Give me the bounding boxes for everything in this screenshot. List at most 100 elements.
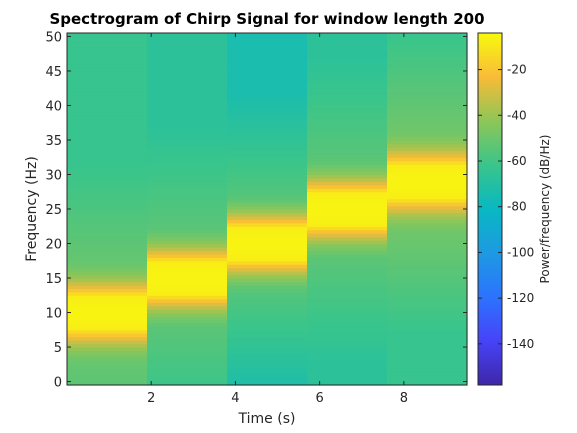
heatmap-cell: [227, 274, 308, 279]
heatmap-cell: [67, 257, 148, 262]
heatmap-cell: [67, 215, 148, 220]
heatmap-cell: [147, 50, 228, 55]
y-tick-label: 0: [54, 376, 62, 391]
heatmap-cell: [67, 53, 148, 58]
heatmap-cell: [307, 150, 388, 155]
heatmap-cell: [67, 95, 148, 100]
y-tick-label: 45: [45, 65, 62, 80]
heatmap-cell: [227, 364, 308, 369]
heatmap-cell: [227, 146, 308, 151]
heatmap-cell: [307, 202, 388, 207]
heatmap-cell: [147, 322, 228, 327]
heatmap-cell: [227, 243, 308, 248]
heatmap-cell: [147, 64, 228, 69]
heatmap-cell: [387, 202, 468, 207]
heatmap-cell: [227, 160, 308, 165]
heatmap-cell: [227, 381, 308, 386]
heatmap-cell: [307, 143, 388, 148]
heatmap-cell: [147, 312, 228, 317]
heatmap-cell: [387, 33, 468, 38]
colorbar-tick-label: -80: [507, 200, 527, 214]
heatmap-cell: [227, 95, 308, 100]
heatmap-cell: [67, 102, 148, 107]
heatmap-cell: [387, 257, 468, 262]
heatmap-cell: [227, 126, 308, 131]
heatmap-cell: [67, 347, 148, 352]
heatmap-cell: [147, 343, 228, 348]
heatmap-cell: [307, 115, 388, 120]
heatmap-cell: [307, 291, 388, 296]
heatmap-cell: [307, 43, 388, 48]
heatmap-cell: [147, 84, 228, 89]
heatmap-cell: [307, 77, 388, 82]
heatmap-cell: [387, 50, 468, 55]
heatmap-cell: [147, 250, 228, 255]
heatmap-cell: [307, 222, 388, 227]
heatmap-cell: [307, 336, 388, 341]
heatmap-cell: [227, 298, 308, 303]
chart-title: Spectrogram of Chirp Signal for window l…: [49, 10, 484, 28]
heatmap-cell: [147, 229, 228, 234]
heatmap-cell: [147, 108, 228, 113]
heatmap-cell: [387, 77, 468, 82]
heatmap-cell: [67, 202, 148, 207]
heatmap-cell: [387, 250, 468, 255]
heatmap-cell: [307, 36, 388, 41]
heatmap-cell: [67, 198, 148, 203]
heatmap-cell: [227, 81, 308, 86]
heatmap-cell: [227, 281, 308, 286]
heatmap-cell: [147, 126, 228, 131]
heatmap-cell: [147, 81, 228, 86]
heatmap-cell: [227, 60, 308, 65]
heatmap-cell: [387, 122, 468, 127]
heatmap-cell: [227, 84, 308, 89]
heatmap-cell: [227, 319, 308, 324]
heatmap-cell: [67, 264, 148, 269]
heatmap-cell: [67, 133, 148, 138]
heatmap-cell: [387, 267, 468, 272]
heatmap-cell: [387, 291, 468, 296]
heatmap-cell: [387, 102, 468, 107]
heatmap-cell: [67, 253, 148, 258]
heatmap-cell: [227, 267, 308, 272]
heatmap-cell: [147, 291, 228, 296]
heatmap-cell: [67, 357, 148, 362]
heatmap-cell: [147, 353, 228, 358]
heatmap-cell: [307, 347, 388, 352]
heatmap-cell: [387, 264, 468, 269]
heatmap-cell: [387, 243, 468, 248]
heatmap-cell: [67, 243, 148, 248]
heatmap-cell: [67, 146, 148, 151]
heatmap-cell: [67, 288, 148, 293]
heatmap-cell: [147, 219, 228, 224]
heatmap-cell: [147, 378, 228, 383]
heatmap-cell: [147, 367, 228, 372]
heatmap-cell: [307, 50, 388, 55]
heatmap-cell: [307, 378, 388, 383]
heatmap-cell: [147, 205, 228, 210]
heatmap-cell: [387, 57, 468, 62]
heatmap-cell: [67, 298, 148, 303]
heatmap-cell: [387, 229, 468, 234]
heatmap-cell: [307, 274, 388, 279]
heatmap-cell: [147, 98, 228, 103]
colorbar-tick-label: -120: [507, 291, 534, 305]
heatmap-cell: [387, 46, 468, 51]
heatmap-cell: [307, 198, 388, 203]
heatmap-cell: [227, 378, 308, 383]
heatmap-cell: [227, 157, 308, 162]
heatmap-cell: [227, 333, 308, 338]
heatmap-cell: [67, 350, 148, 355]
heatmap-cell: [227, 77, 308, 82]
heatmap-cell: [387, 333, 468, 338]
heatmap-cell: [67, 171, 148, 176]
heatmap-cell: [387, 215, 468, 220]
heatmap-cell: [227, 284, 308, 289]
heatmap-cell: [387, 98, 468, 103]
heatmap-cell: [307, 70, 388, 76]
heatmap-cell: [67, 191, 148, 196]
heatmap-cell: [67, 119, 148, 124]
colorbar-label: Power/frequency (dB/Hz): [538, 135, 552, 284]
heatmap-cell: [147, 360, 228, 365]
heatmap-cell: [67, 88, 148, 93]
